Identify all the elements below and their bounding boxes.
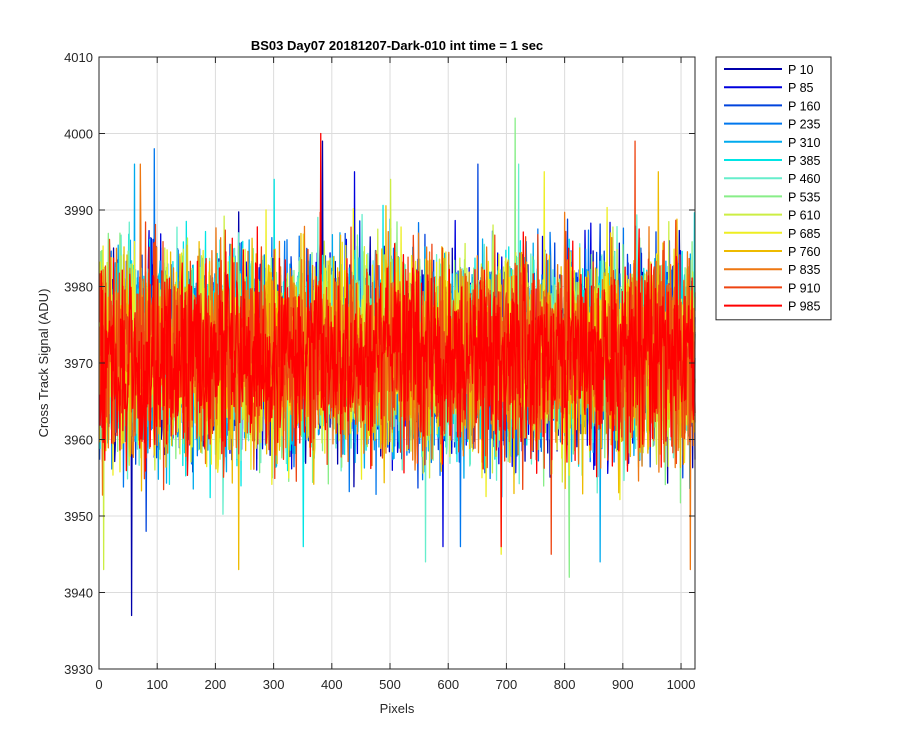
y-tick-label: 3990 bbox=[64, 203, 93, 218]
ticks: 0 100 200 300 400 500 600 700 800 900 1000 3930 3940… bbox=[64, 50, 695, 692]
x-tick-label: 600 bbox=[437, 677, 459, 692]
y-tick-label: 3970 bbox=[64, 356, 93, 371]
legend-label: P 760 bbox=[788, 245, 820, 259]
y-tick-label: 3940 bbox=[64, 586, 93, 601]
series-lines bbox=[98, 117, 696, 617]
x-tick-label: 800 bbox=[554, 677, 576, 692]
legend-label: P 385 bbox=[788, 154, 820, 168]
legend-label: P 610 bbox=[788, 209, 820, 223]
legend-label: P 985 bbox=[788, 300, 820, 314]
y-tick-label: 4000 bbox=[64, 127, 93, 142]
y-tick-label: 3950 bbox=[64, 509, 93, 524]
legend: P 10 P 85 P 160 P 235 P 310 P 385 P 460 P 535 P … bbox=[715, 56, 832, 321]
legend-label: P 685 bbox=[788, 227, 820, 241]
y-tick-label: 3930 bbox=[64, 662, 93, 677]
legend-label: P 535 bbox=[788, 190, 820, 204]
x-tick-label: 400 bbox=[321, 677, 343, 692]
x-tick-label: 100 bbox=[146, 677, 168, 692]
x-tick-label: 300 bbox=[263, 677, 285, 692]
x-axis-label: Pixels bbox=[380, 701, 415, 716]
x-tick-label: 900 bbox=[612, 677, 634, 692]
x-tick-label: 700 bbox=[496, 677, 518, 692]
chart-title: BS03 Day07 20181207-Dark-010 int time = … bbox=[251, 38, 543, 53]
y-axis-label: Cross Track Signal (ADU) bbox=[36, 289, 51, 438]
x-tick-label: 500 bbox=[379, 677, 401, 692]
x-tick-label: 0 bbox=[95, 677, 102, 692]
legend-label: P 235 bbox=[788, 118, 820, 132]
legend-label: P 910 bbox=[788, 281, 820, 295]
legend-label: P 10 bbox=[788, 63, 814, 77]
legend-label: P 835 bbox=[788, 263, 820, 277]
y-tick-label: 3960 bbox=[64, 433, 93, 448]
y-tick-label: 3980 bbox=[64, 280, 93, 295]
legend-label: P 85 bbox=[788, 81, 814, 95]
legend-label: P 310 bbox=[788, 136, 820, 150]
legend-label: P 460 bbox=[788, 172, 820, 186]
x-tick-label: 1000 bbox=[667, 677, 696, 692]
y-tick-label: 4010 bbox=[64, 50, 93, 65]
x-tick-label: 200 bbox=[205, 677, 227, 692]
legend-box bbox=[715, 56, 832, 321]
series-line-p985 bbox=[98, 132, 696, 548]
legend-label: P 160 bbox=[788, 99, 820, 113]
